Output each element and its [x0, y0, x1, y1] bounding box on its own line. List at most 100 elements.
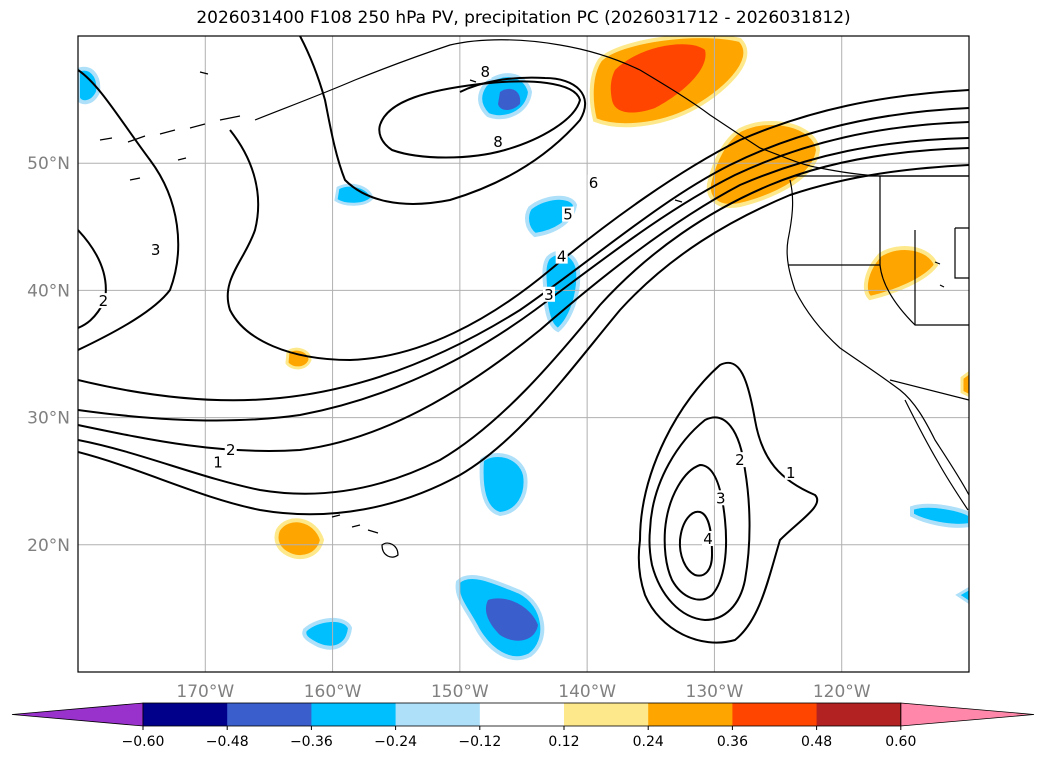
- contour-label: 6: [589, 174, 599, 192]
- contour-label: 3: [151, 241, 161, 259]
- coast-aleutian-1: [99, 115, 241, 143]
- contour-4-closed: [678, 510, 714, 577]
- contour-label-bg: [479, 64, 492, 80]
- lon-tick-label: 170°W: [176, 682, 234, 702]
- colorbar-segment: [732, 703, 818, 726]
- contour-label-bg: [555, 248, 568, 264]
- longitude-tick-labels: 170°W 160°W 150°W 140°W 130°W 120°W: [176, 682, 870, 702]
- contour-label-bg: [784, 464, 797, 480]
- colorbar-segment: [648, 703, 733, 726]
- contour-label: 8: [493, 133, 503, 151]
- lon-tick-label: 150°W: [431, 682, 489, 702]
- contour-label-bg: [97, 293, 110, 309]
- colorbar-segment: [395, 703, 481, 726]
- contour-label: 3: [716, 489, 726, 507]
- map-title: 2026031400 F108 250 hPa PV, precipitatio…: [196, 8, 851, 28]
- contour-label: 3: [544, 286, 554, 304]
- contour-label: 2: [99, 292, 109, 310]
- contour-label: 5: [563, 206, 573, 224]
- border-mexico: [889, 379, 969, 401]
- contour-label-bg: [492, 134, 505, 150]
- contour-label: 8: [481, 63, 491, 81]
- lat-tick-label: 50°N: [27, 154, 70, 174]
- colorbar-tick-label: −0.60: [122, 734, 165, 750]
- contour-label-bg: [714, 490, 727, 506]
- lon-tick-label: 140°W: [558, 682, 616, 702]
- coast-us-west: [786, 179, 969, 496]
- lon-tick-label: 120°W: [813, 682, 871, 702]
- contour-label-bg: [149, 242, 162, 258]
- contour-1-closed: [637, 362, 819, 644]
- shade-hawaii-north: [274, 518, 325, 560]
- shade-pacific-northwest: [706, 121, 821, 208]
- latitude-tick-labels: 20°N 30°N 40°N 50°N: [27, 154, 70, 556]
- colorbar-segment: [311, 703, 397, 726]
- colorbar-tick-label: 0.12: [548, 734, 579, 750]
- shade-edge-orange: [960, 370, 969, 398]
- colorbar-segment: [816, 703, 902, 726]
- contour-label: 4: [557, 248, 567, 266]
- colorbar-extend-low: [11, 702, 144, 727]
- contour-label: 1: [786, 464, 796, 482]
- colorbar: −0.60 −0.48 −0.36 −0.24 −0.12 0.12 0.24 0.36 0.4…: [11, 702, 1035, 750]
- shade-gulf-alaska-core: [498, 88, 521, 110]
- contour-label-bg: [587, 174, 600, 190]
- shade-south-pacific-b: [302, 618, 353, 650]
- shade-south-pacific-a-core: [485, 598, 538, 641]
- colorbar-tick-label: −0.48: [206, 734, 249, 750]
- lat-tick-label: 20°N: [27, 536, 70, 556]
- shade-baja: [910, 503, 969, 528]
- colorbar-segment: [143, 703, 228, 726]
- contour-2-main: [78, 147, 969, 495]
- contour-1-main: [78, 164, 969, 516]
- shade-subtropics: [479, 453, 528, 517]
- islands-misc: [199, 71, 945, 288]
- contour-label-bg: [733, 452, 746, 468]
- colorbar-frame: [142, 702, 902, 727]
- contour-label: 1: [213, 454, 223, 472]
- contour-label-bg: [702, 530, 715, 546]
- colorbar-tick-label: −0.24: [374, 734, 417, 750]
- colorbar-tick-label: 0.24: [633, 734, 664, 750]
- contour-6: [226, 89, 969, 362]
- contour-label: 2: [226, 441, 236, 459]
- coast-aleutian-2: [129, 157, 187, 181]
- contour-label-bg: [562, 206, 575, 222]
- contour-label: 2: [735, 451, 745, 469]
- lon-tick-label: 130°W: [686, 682, 744, 702]
- colorbar-segment: [479, 703, 565, 726]
- lon-tick-label: 160°W: [304, 682, 362, 702]
- colorbar-tick-label: −0.36: [290, 734, 333, 750]
- coastlines: [99, 39, 969, 558]
- contour-3-closed: [663, 463, 728, 601]
- colorbar-tick-label: 0.48: [801, 734, 832, 750]
- coast-baja: [904, 399, 969, 511]
- map-frame: [77, 35, 970, 673]
- contour-label-bg: [224, 441, 237, 457]
- colorbar-extend-high: [900, 702, 1035, 727]
- contour-label-bg: [542, 286, 555, 302]
- shade-left-edge: [78, 66, 101, 105]
- contour-label-bg: [212, 454, 225, 470]
- colorbar-tick-label: −0.12: [458, 734, 501, 750]
- contour-label: 4: [703, 530, 713, 548]
- lat-tick-label: 30°N: [27, 409, 70, 429]
- coast-alaska: [254, 39, 969, 177]
- border-states-4: [954, 227, 969, 279]
- colorbar-segment: [564, 703, 649, 726]
- shade-great-basin: [863, 246, 939, 301]
- contour-8-north: [299, 36, 586, 205]
- contour-2-closed: [648, 416, 751, 622]
- coast-hawaii: [331, 514, 399, 558]
- lat-tick-label: 40°N: [27, 281, 70, 301]
- contour-8-ring: [378, 80, 582, 159]
- contour-4: [78, 121, 969, 422]
- colorbar-segment: [227, 703, 312, 726]
- shade-alaska-panhandle-inner: [610, 44, 706, 113]
- contour-3-left: [78, 69, 180, 351]
- colorbar-tick-label: 0.36: [717, 734, 748, 750]
- contour-5: [78, 107, 969, 402]
